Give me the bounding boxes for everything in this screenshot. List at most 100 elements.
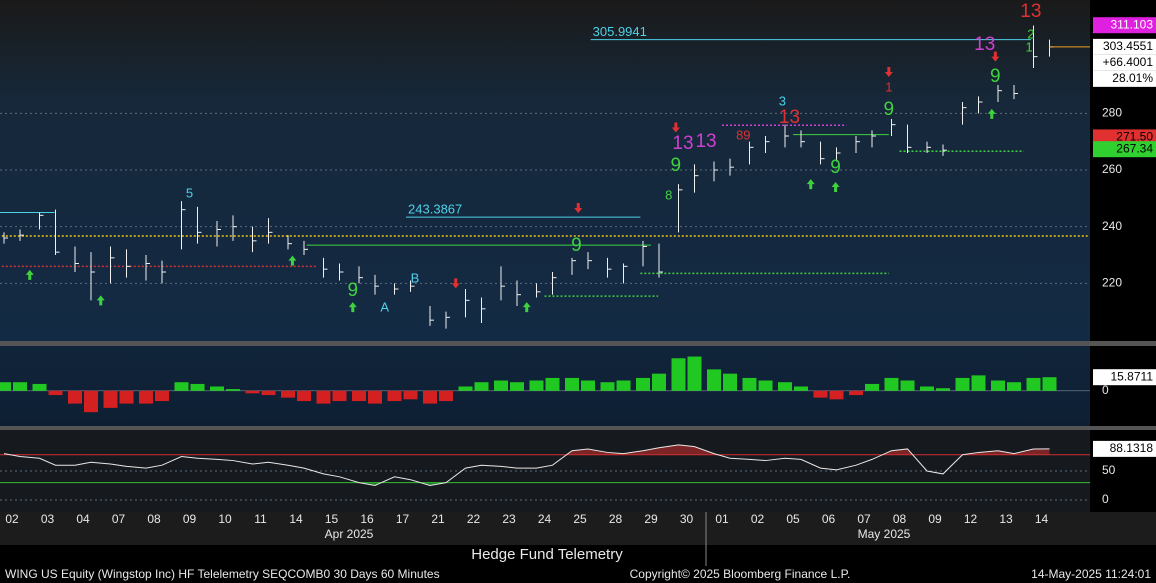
- histogram-bar: [103, 390, 118, 408]
- month-label: May 2025: [858, 527, 911, 541]
- last-label-box: [1093, 141, 1156, 158]
- histogram-bar: [884, 377, 899, 391]
- x-tick-label: 17: [396, 512, 410, 526]
- signal-arrow: [987, 108, 996, 119]
- td-count: 1: [1025, 40, 1032, 55]
- x-tick-label: 07: [112, 512, 126, 526]
- x-tick-label: 09: [928, 512, 942, 526]
- histogram-bar: [1042, 377, 1057, 391]
- histogram-bar: [636, 377, 650, 391]
- level-label: 243.3867: [408, 202, 462, 217]
- histogram-bar: [529, 380, 544, 391]
- td-count: 5: [186, 186, 193, 201]
- td-count: B: [411, 271, 420, 286]
- td-count: 3: [779, 93, 786, 108]
- histogram-bar: [616, 380, 631, 391]
- x-tick-label: 21: [431, 512, 445, 526]
- x-tick-label: 30: [680, 512, 694, 526]
- histogram-bar: [332, 390, 347, 402]
- histogram-bar: [758, 380, 773, 391]
- histogram-bar: [423, 390, 437, 404]
- change-box: [1093, 70, 1156, 87]
- footer-title: Hedge Fund Telemetry: [471, 546, 623, 563]
- td-count: A: [380, 299, 389, 314]
- td-count: 13: [779, 107, 800, 128]
- histogram-bar: [261, 390, 276, 396]
- last-label: 303.4551: [1103, 39, 1153, 53]
- histogram-bar: [316, 390, 331, 404]
- histogram-bar: [742, 377, 757, 391]
- signal-arrow: [522, 302, 531, 313]
- last-label-box: [1093, 17, 1156, 34]
- histogram-bar: [226, 389, 240, 391]
- panel-divider: [0, 341, 1156, 346]
- change-label: 28.01%: [1112, 71, 1153, 85]
- panel-divider: [0, 426, 1156, 430]
- td-count: 9: [884, 99, 895, 120]
- td-count: 13: [1020, 1, 1041, 22]
- footer-timestamp: 14-May-2025 11:24:01: [1031, 567, 1151, 581]
- x-tick-label: 02: [5, 512, 19, 526]
- signal-arrow: [806, 179, 815, 190]
- signal-arrow: [991, 51, 1000, 62]
- histogram-bar: [210, 386, 224, 391]
- x-tick-label: 22: [467, 512, 481, 526]
- histogram-bar: [155, 390, 169, 402]
- histogram-bar: [900, 380, 915, 391]
- histogram-bar: [297, 390, 311, 402]
- histogram-bar: [671, 358, 686, 391]
- histogram-bar: [119, 390, 134, 404]
- histogram-bar: [190, 383, 205, 391]
- x-tick-label: 23: [502, 512, 516, 526]
- td-count: 9: [348, 280, 359, 301]
- x-tick-label: 10: [218, 512, 232, 526]
- signal-arrow: [451, 278, 460, 289]
- td-count: 9: [671, 155, 682, 176]
- footer-copyright: Copyright© 2025 Bloomberg Finance L.P.: [630, 567, 851, 581]
- histogram-bar: [474, 382, 489, 391]
- histogram-bar: [13, 382, 27, 391]
- histogram-bar: [794, 386, 808, 391]
- histogram-bar: [849, 390, 863, 396]
- signal-arrow: [25, 269, 34, 280]
- histogram-bar: [368, 390, 382, 404]
- histogram-bar: [1026, 377, 1041, 391]
- histogram-bar: [174, 382, 189, 391]
- signal-arrow: [348, 302, 357, 313]
- last-label: 15.8711: [1111, 369, 1154, 383]
- histogram-bar: [139, 390, 153, 404]
- histogram-bar: [1007, 382, 1021, 391]
- signal-arrow: [574, 202, 583, 213]
- td-count: 9: [830, 157, 841, 178]
- signal-arrow: [96, 295, 105, 306]
- x-tick-label: 29: [644, 512, 658, 526]
- last-label: 267.34: [1116, 141, 1153, 155]
- histogram-bar: [991, 380, 1005, 391]
- signal-arrow: [671, 122, 680, 133]
- x-tick-label: 03: [41, 512, 55, 526]
- last-label: 88.1318: [1110, 441, 1154, 455]
- histogram-bar: [600, 382, 615, 391]
- x-tick-label: 11: [254, 512, 267, 526]
- histogram-panel: [0, 346, 1090, 426]
- histogram-bar: [32, 383, 47, 391]
- x-tick-label: 12: [964, 512, 978, 526]
- x-tick-label: 01: [715, 512, 729, 526]
- x-tick-label: 05: [786, 512, 800, 526]
- histogram-bar: [458, 386, 473, 391]
- x-tick-label: 14: [1035, 512, 1049, 526]
- x-tick-label: 02: [751, 512, 765, 526]
- footer-security: WING US Equity (Wingstop Inc) HF Telelem…: [5, 567, 440, 581]
- month-label: Apr 2025: [325, 527, 374, 541]
- histogram-bar: [510, 382, 524, 391]
- signal-arrow: [831, 182, 840, 192]
- x-tick-label: 25: [573, 512, 587, 526]
- x-axis-band: [0, 512, 1156, 545]
- td-count: 89: [736, 127, 750, 142]
- signal-arrow: [288, 255, 297, 266]
- y-tick-label: 220: [1102, 276, 1122, 290]
- histogram-bar: [936, 388, 950, 391]
- td-count: 9: [571, 235, 582, 256]
- td-count: 1: [885, 79, 892, 94]
